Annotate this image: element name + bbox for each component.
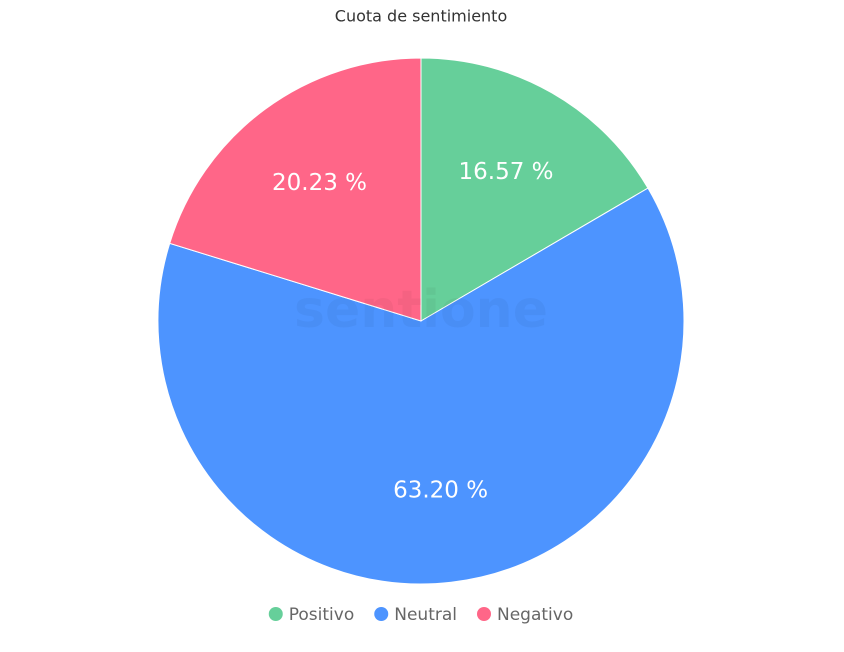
legend-label: Negativo [497,605,573,625]
pie-slice [420,57,649,322]
legend-label: Neutral [394,605,457,625]
chart-title: Cuota de sentimiento [335,7,507,26]
legend-marker [268,607,283,621]
legend: Positivo Neutral Negativo [268,605,573,625]
pie-slice [157,187,685,585]
legend-label: Positivo [289,605,354,625]
legend-marker [374,607,389,621]
data-label: 16.57 % [459,159,554,185]
data-label: 20.23 % [272,170,367,196]
legend-marker [477,607,491,621]
watermark: sentione [294,280,548,340]
data-label: 63.20 % [393,477,488,503]
pie-slice [169,57,422,322]
